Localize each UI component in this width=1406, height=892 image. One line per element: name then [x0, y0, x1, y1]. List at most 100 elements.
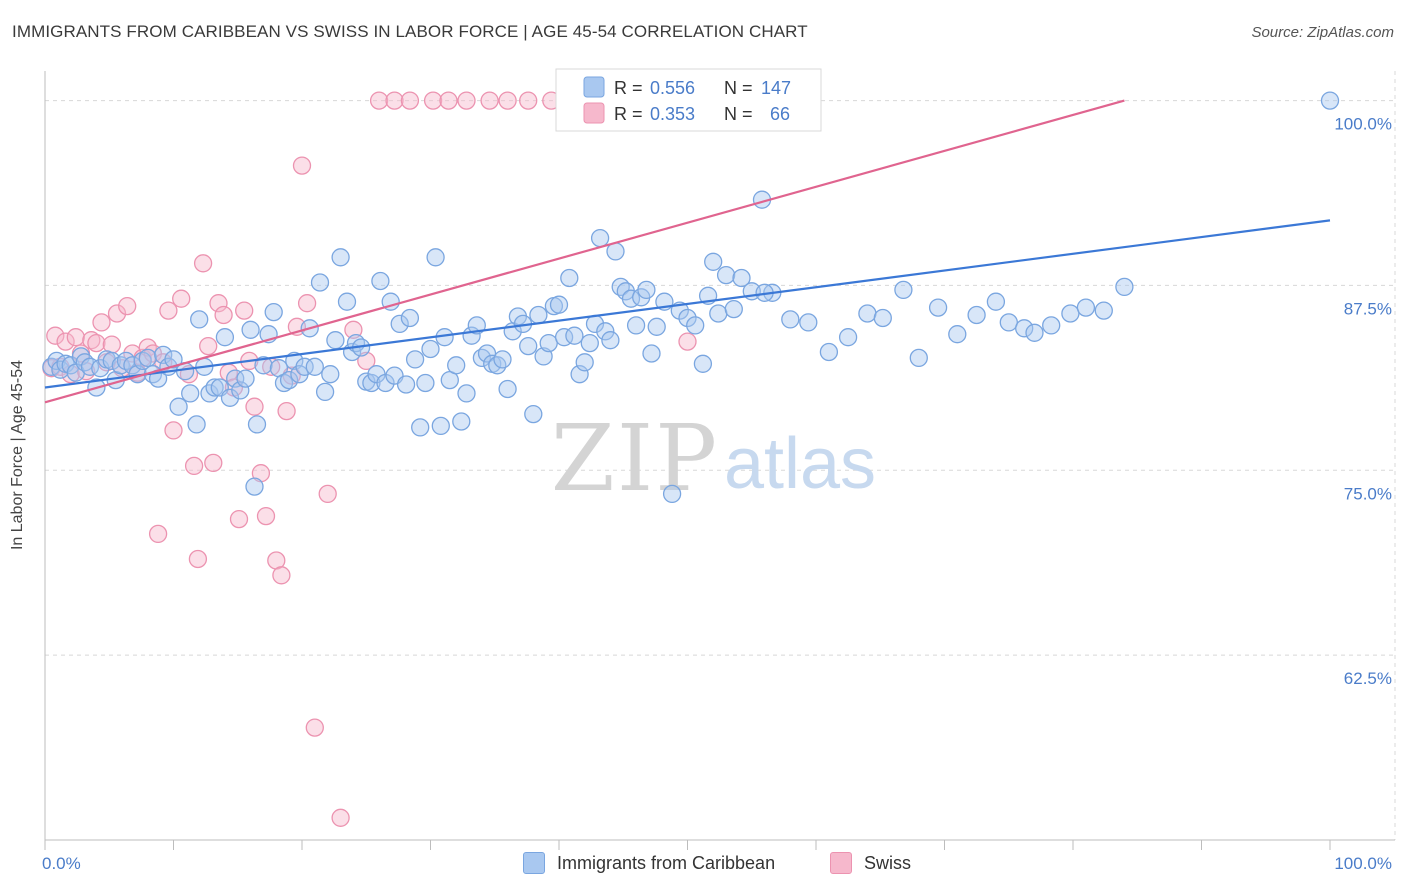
- caribbean-point: [519, 336, 538, 356]
- caribbean-point: [337, 292, 357, 311]
- caribbean-point: [1015, 319, 1034, 338]
- y-tick-label: 75.0%: [1344, 484, 1392, 503]
- swiss-point: [159, 301, 178, 320]
- bottom-legend-swatch-swiss: [830, 852, 852, 874]
- caribbean-point: [138, 348, 157, 368]
- caribbean-point: [396, 375, 416, 394]
- caribbean-point: [264, 302, 283, 322]
- swiss-point: [344, 320, 363, 339]
- caribbean-point: [539, 333, 558, 353]
- caribbean-point: [565, 326, 584, 345]
- y-tick-label: 62.5%: [1344, 669, 1392, 688]
- caribbean-point: [590, 228, 610, 248]
- caribbean-point: [704, 252, 723, 271]
- swiss-point: [277, 401, 296, 421]
- swiss-point: [423, 91, 443, 110]
- swiss-point: [297, 294, 317, 313]
- swiss-point: [318, 484, 337, 504]
- swiss-point: [118, 296, 137, 316]
- caribbean-point: [693, 354, 713, 373]
- caribbean-point: [200, 384, 219, 403]
- caribbean-point: [1061, 304, 1080, 323]
- axes: [44, 71, 1395, 850]
- swiss-point: [199, 336, 218, 356]
- caribbean-point: [154, 345, 173, 365]
- caribbean-point: [596, 322, 615, 341]
- caribbean-point: [493, 350, 512, 369]
- x-tick-label: 100.0%: [1334, 854, 1392, 873]
- caribbean-point: [236, 369, 255, 388]
- caribbean-point: [709, 304, 728, 323]
- caribbean-point: [909, 348, 928, 368]
- bottom-legend-label-caribbean: Immigrants from Caribbean: [557, 852, 776, 873]
- caribbean-point: [626, 316, 646, 335]
- caribbean-point: [411, 418, 430, 437]
- caribbean-point: [570, 365, 589, 384]
- caribbean-point: [421, 339, 440, 359]
- caribbean-point: [498, 379, 517, 399]
- caribbean-point: [187, 415, 206, 434]
- caribbean-point: [732, 268, 751, 288]
- swiss-point: [400, 91, 420, 110]
- caribbean-point: [254, 356, 273, 375]
- caribbean-point: [858, 304, 877, 323]
- swiss-point: [245, 397, 264, 416]
- x-tick-label: 0.0%: [42, 854, 81, 873]
- caribbean-point: [315, 382, 335, 402]
- legend-swatch-caribbean: [583, 76, 605, 98]
- swiss-point: [164, 421, 183, 440]
- legend-n-value-caribbean: 147: [761, 78, 791, 98]
- caribbean-point: [231, 381, 250, 400]
- swiss-point: [209, 294, 228, 313]
- legend-r-value-caribbean: 0.556: [650, 78, 695, 98]
- tick-labels: 100.0% 87.5% 75.0% 62.5% 0.0% 100.0%: [42, 115, 1392, 873]
- legend-n-value-swiss: 66: [770, 104, 790, 124]
- caribbean-point: [102, 351, 121, 371]
- gridlines: [45, 71, 1396, 840]
- swiss-point: [148, 524, 168, 544]
- swiss-point: [305, 718, 324, 737]
- caribbean-point: [247, 415, 267, 434]
- caribbean-point: [452, 412, 471, 431]
- caribbean-point: [220, 388, 240, 407]
- watermark-zip: ZIP: [551, 405, 719, 512]
- caribbean-point: [724, 299, 743, 319]
- caribbean-point: [467, 316, 486, 335]
- swiss-point: [369, 91, 389, 110]
- swiss-point: [188, 549, 208, 569]
- caribbean-point: [928, 298, 948, 317]
- legend-n-label-caribbean: N =: [724, 78, 753, 98]
- trend-line-swiss: [44, 99, 1125, 404]
- caribbean-point: [326, 331, 345, 350]
- bottom-legend-swatch-caribbean: [523, 852, 545, 874]
- caribbean-point: [575, 353, 594, 372]
- caribbean-point: [164, 350, 183, 369]
- caribbean-point: [431, 416, 450, 436]
- caribbean-point: [819, 342, 839, 362]
- caribbean-point: [310, 273, 330, 292]
- caribbean-point: [686, 316, 705, 335]
- caribbean-point: [716, 265, 736, 285]
- swiss-point: [678, 332, 697, 351]
- legend-r-label-caribbean: R =: [614, 78, 643, 98]
- watermark-atlas: atlas: [724, 424, 876, 504]
- caribbean-point: [245, 477, 264, 496]
- caribbean-point: [226, 369, 245, 388]
- caribbean-point: [662, 484, 682, 504]
- caribbean-point: [1094, 301, 1113, 320]
- caribbean-point: [560, 268, 579, 288]
- caribbean-point: [362, 373, 381, 393]
- caribbean-point: [123, 356, 142, 375]
- caribbean-point: [647, 317, 666, 336]
- swiss-point: [331, 808, 350, 827]
- caribbean-point: [1042, 316, 1061, 335]
- swiss-point: [92, 313, 111, 332]
- caribbean-point: [190, 310, 209, 329]
- caribbean-point: [601, 331, 620, 350]
- caribbean-point: [1320, 91, 1340, 110]
- caribbean-point: [274, 373, 294, 393]
- caribbean-point: [781, 310, 800, 329]
- swiss-point: [480, 91, 499, 110]
- caribbean-point: [405, 350, 425, 369]
- caribbean-point: [305, 357, 324, 376]
